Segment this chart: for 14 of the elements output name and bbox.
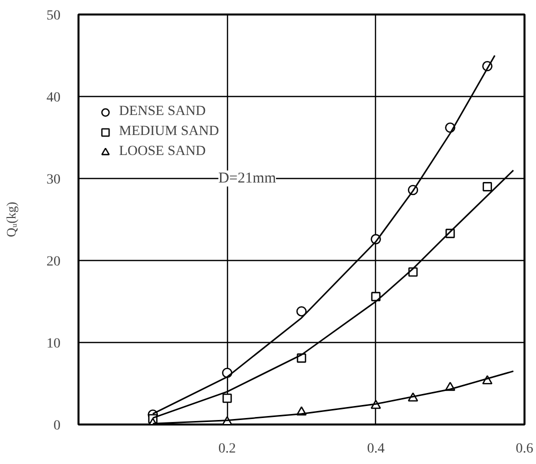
y-tick-label: 20 (46, 254, 60, 270)
y-tick-label: 10 (46, 336, 60, 352)
y-axis-title: Qᵤ(kg) (4, 202, 18, 238)
legend-label: LOOSE SAND (119, 143, 206, 161)
x-tick-label: 0.6 (516, 442, 534, 456)
y-tick-label: 0 (54, 418, 60, 434)
x-tick-label: 0.2 (218, 442, 236, 456)
y-tick-label: 40 (46, 90, 60, 106)
annotation: D=21mm (218, 170, 276, 186)
legend-label: DENSE SAND (119, 103, 206, 121)
y-tick-label: 50 (46, 8, 60, 24)
legend-label: MEDIUM SAND (119, 123, 219, 141)
y-tick-label: 30 (46, 172, 60, 188)
x-tick-label: 0.4 (367, 442, 385, 456)
